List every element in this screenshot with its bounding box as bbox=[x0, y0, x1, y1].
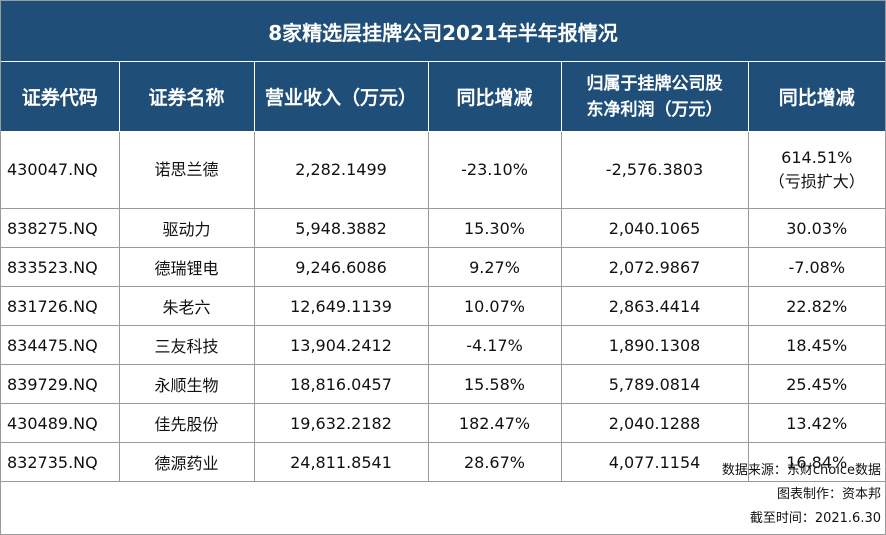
header-row: 证券代码 证券名称 营业收入（万元） 同比增减 归属于挂牌公司股 东净利润（万元… bbox=[1, 62, 885, 132]
cell-code: 834475.NQ bbox=[1, 325, 120, 365]
cell-revenue: 2,282.1499 bbox=[254, 131, 429, 209]
cell-profit: 2,040.1288 bbox=[561, 403, 749, 443]
data-source-note: 数据来源：东财choice数据 bbox=[721, 463, 881, 478]
table-row: 838275.NQ 驱动力 5,948.3882 15.30% 2,040.10… bbox=[1, 208, 885, 248]
header-profit: 归属于挂牌公司股 东净利润（万元） bbox=[561, 62, 749, 132]
cell-profit: 4,077.1154 bbox=[561, 442, 749, 482]
cell-profit-yoy: 25.45% bbox=[748, 364, 885, 404]
cell-code: 430047.NQ bbox=[1, 131, 120, 209]
table-row: 832735.NQ 德源药业 24,811.8541 28.67% 4,077.… bbox=[1, 442, 885, 482]
cell-code: 832735.NQ bbox=[1, 442, 120, 482]
cell-revenue-yoy: 15.58% bbox=[428, 364, 562, 404]
table-footer: 数据来源：东财choice数据 图表制作：资本邦 截至时间：2021.6.30 bbox=[722, 459, 881, 531]
cell-name: 驱动力 bbox=[119, 208, 255, 248]
cell-profit-yoy: 16.84% bbox=[748, 442, 885, 482]
cell-revenue: 12,649.1139 bbox=[254, 286, 429, 326]
as-of-date-note: 截至时间：2021.6.30 bbox=[749, 511, 881, 526]
table-row: 833523.NQ 德瑞锂电 9,246.6086 9.27% 2,072.98… bbox=[1, 247, 885, 287]
cell-profit: 2,863.4414 bbox=[561, 286, 749, 326]
chart-maker-note: 图表制作：资本邦 bbox=[776, 487, 881, 502]
cell-profit-yoy-value: 614.51% bbox=[781, 148, 853, 167]
cell-revenue: 24,811.8541 bbox=[254, 442, 429, 482]
table-row: 834475.NQ 三友科技 13,904.2412 -4.17% 1,890.… bbox=[1, 325, 885, 365]
cell-name: 朱老六 bbox=[119, 286, 255, 326]
cell-revenue-yoy: -23.10% bbox=[428, 131, 562, 209]
header-revenue: 营业收入（万元） bbox=[254, 62, 429, 132]
cell-revenue-yoy: 28.67% bbox=[428, 442, 562, 482]
cell-name: 永顺生物 bbox=[119, 364, 255, 404]
cell-profit: 2,040.1065 bbox=[561, 208, 749, 248]
cell-revenue-yoy: 15.30% bbox=[428, 208, 562, 248]
cell-code: 839729.NQ bbox=[1, 364, 120, 404]
cell-profit-yoy: 18.45% bbox=[748, 325, 885, 365]
cell-name: 德瑞锂电 bbox=[119, 247, 255, 287]
cell-profit-yoy: 22.82% bbox=[748, 286, 885, 326]
cell-code: 833523.NQ bbox=[1, 247, 120, 287]
cell-revenue-yoy: 9.27% bbox=[428, 247, 562, 287]
cell-profit: -2,576.3803 bbox=[561, 131, 749, 209]
cell-name: 三友科技 bbox=[119, 325, 255, 365]
cell-name: 德源药业 bbox=[119, 442, 255, 482]
cell-revenue: 13,904.2412 bbox=[254, 325, 429, 365]
cell-revenue-yoy: 10.07% bbox=[428, 286, 562, 326]
cell-profit-yoy: 614.51% （亏损扩大） bbox=[748, 131, 885, 209]
cell-code: 838275.NQ bbox=[1, 208, 120, 248]
header-revenue-yoy: 同比增减 bbox=[428, 62, 562, 132]
cell-profit: 2,072.9867 bbox=[561, 247, 749, 287]
table-row: 839729.NQ 永顺生物 18,816.0457 15.58% 5,789.… bbox=[1, 364, 885, 404]
cell-profit-yoy: -7.08% bbox=[748, 247, 885, 287]
cell-code: 831726.NQ bbox=[1, 286, 120, 326]
cell-revenue: 18,816.0457 bbox=[254, 364, 429, 404]
table-row: 831726.NQ 朱老六 12,649.1139 10.07% 2,863.4… bbox=[1, 286, 885, 326]
cell-profit-yoy: 13.42% bbox=[748, 403, 885, 443]
cell-code: 430489.NQ bbox=[1, 403, 120, 443]
table-title: 8家精选层挂牌公司2021年半年报情况 bbox=[1, 1, 885, 62]
header-name: 证券名称 bbox=[119, 62, 255, 132]
cell-profit-yoy-note: （亏损扩大） bbox=[768, 172, 865, 191]
cell-revenue-yoy: -4.17% bbox=[428, 325, 562, 365]
cell-profit: 5,789.0814 bbox=[561, 364, 749, 404]
cell-revenue: 9,246.6086 bbox=[254, 247, 429, 287]
cell-revenue-yoy: 182.47% bbox=[428, 403, 562, 443]
cell-name: 佳先股份 bbox=[119, 403, 255, 443]
table-row: 430047.NQ 诺思兰德 2,282.1499 -23.10% -2,576… bbox=[1, 131, 885, 209]
table-row: 430489.NQ 佳先股份 19,632.2182 182.47% 2,040… bbox=[1, 403, 885, 443]
cell-revenue: 5,948.3882 bbox=[254, 208, 429, 248]
cell-revenue: 19,632.2182 bbox=[254, 403, 429, 443]
cell-profit-yoy: 30.03% bbox=[748, 208, 885, 248]
header-code: 证券代码 bbox=[1, 62, 120, 132]
header-profit-line2: 东净利润（万元） bbox=[586, 99, 723, 120]
header-profit-line1: 归属于挂牌公司股 bbox=[586, 73, 723, 94]
cell-name: 诺思兰德 bbox=[119, 131, 255, 209]
cell-profit: 1,890.1308 bbox=[561, 325, 749, 365]
data-table: 证券代码 证券名称 营业收入（万元） 同比增减 归属于挂牌公司股 东净利润（万元… bbox=[1, 62, 885, 482]
header-profit-yoy: 同比增减 bbox=[748, 62, 885, 132]
